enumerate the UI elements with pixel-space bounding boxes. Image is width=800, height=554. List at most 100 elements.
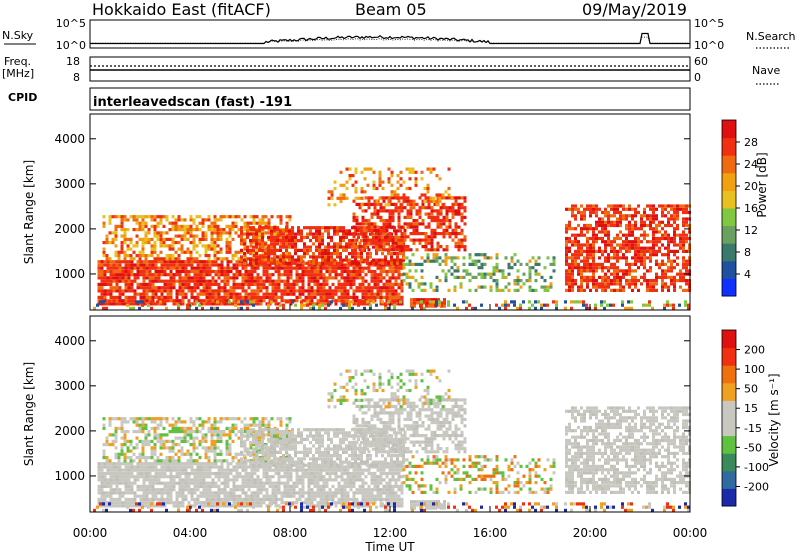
power-cell (649, 282, 652, 286)
power-cell (405, 167, 409, 171)
power-cell (613, 262, 616, 266)
power-cell (592, 249, 595, 253)
power-cell (549, 262, 553, 266)
velocity-cell (157, 468, 161, 472)
power-cell (658, 249, 661, 253)
velocity-cell (205, 504, 209, 508)
power-cell (166, 279, 170, 283)
velocity-cell (166, 484, 170, 488)
power-cell (285, 300, 288, 304)
power-cell (339, 255, 342, 259)
power-cell (396, 258, 399, 262)
power-cell (421, 206, 425, 210)
power-cell (463, 248, 467, 252)
power-cell (375, 239, 378, 243)
power-cell (337, 282, 341, 286)
power-cell (328, 289, 332, 293)
power-cell (339, 235, 342, 239)
velocity-cell (148, 468, 152, 472)
power-cell (202, 299, 206, 303)
power-cell (406, 196, 410, 200)
power-cell (652, 246, 655, 250)
power-cell (193, 260, 197, 264)
power-cell (348, 229, 351, 233)
power-cell (637, 288, 640, 292)
velocity-cell (229, 491, 233, 495)
power-cell (178, 279, 182, 283)
power-cell (151, 266, 155, 270)
power-cell (637, 266, 640, 270)
velocity-cell (181, 494, 185, 498)
power-cell (252, 303, 255, 307)
velocity-cell (274, 468, 278, 472)
velocity-cell (199, 471, 203, 476)
velocity-cell (139, 488, 143, 492)
power-cell (294, 239, 297, 243)
power-cell (261, 218, 265, 222)
power-cell (159, 218, 163, 222)
power-cell (442, 222, 446, 226)
power-cell (174, 250, 178, 254)
power-cell (432, 199, 436, 204)
power-cell (246, 221, 250, 225)
power-cell (333, 226, 336, 230)
power-cell (367, 269, 371, 274)
power-cell (265, 286, 269, 290)
velocity-cell (301, 475, 305, 479)
power-cell (181, 269, 185, 274)
power-cell (348, 232, 351, 236)
velocity-cell (133, 478, 137, 482)
power-cell (357, 261, 360, 265)
power-cell (228, 224, 232, 228)
power-cell (193, 282, 197, 286)
power-cell (112, 273, 116, 277)
power-cell (163, 266, 167, 270)
power-cell (589, 262, 592, 266)
power-cell (259, 276, 263, 280)
power-cell (447, 300, 450, 304)
power-cell (427, 202, 431, 206)
power-cell (598, 275, 601, 279)
power-cell (178, 269, 182, 274)
power-cell (610, 288, 613, 292)
power-cell (214, 260, 218, 264)
power-cell (301, 292, 305, 296)
power-cell (192, 244, 196, 248)
power-cell (333, 258, 336, 262)
power-cell (234, 254, 238, 258)
power-cell (115, 269, 119, 274)
power-cell (399, 239, 402, 243)
power-cell (334, 266, 338, 270)
power-cell (288, 258, 291, 262)
power-cell (574, 279, 577, 283)
power-cell (634, 223, 637, 228)
power-cell (264, 255, 267, 259)
power-cell (189, 250, 193, 254)
power-cell (373, 241, 377, 245)
power-cell (360, 186, 364, 191)
velocity-cell (214, 491, 218, 495)
velocity-cell (145, 491, 149, 495)
power-cell (355, 269, 359, 274)
power-cell (403, 238, 407, 242)
power-cell (184, 266, 188, 270)
power-cell (175, 260, 179, 264)
power-cell (328, 269, 332, 274)
velocity-cell (130, 465, 134, 469)
power-cell (253, 292, 257, 296)
velocity-cell (370, 488, 374, 492)
power-cell (361, 215, 365, 219)
power-cell (348, 306, 351, 310)
power-cell (376, 286, 380, 290)
power-cell (99, 300, 102, 304)
power-cell (318, 245, 321, 249)
power-cell (205, 273, 209, 277)
power-cell (130, 286, 134, 290)
power-cell (583, 233, 586, 237)
power-cell (274, 279, 278, 283)
velocity-cell (169, 478, 173, 482)
power-cell (123, 237, 127, 241)
power-cell (198, 237, 202, 241)
power-cell (625, 207, 628, 211)
